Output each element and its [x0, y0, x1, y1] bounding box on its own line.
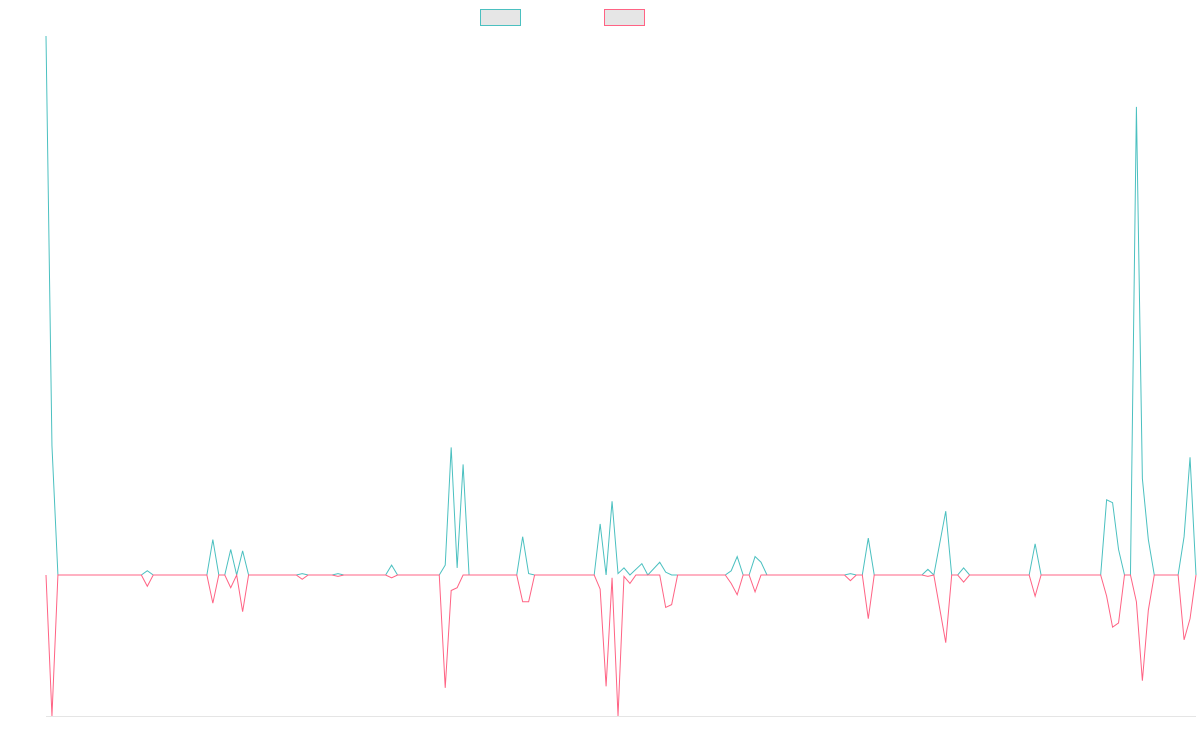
legend-swatch-series-a[interactable]: [480, 9, 521, 26]
series-line-b: [45, 573, 1197, 717]
legend: [480, 9, 645, 26]
series-line-a: [45, 35, 1197, 576]
series-layer: [45, 35, 1197, 717]
legend-swatch-series-b[interactable]: [604, 9, 645, 26]
